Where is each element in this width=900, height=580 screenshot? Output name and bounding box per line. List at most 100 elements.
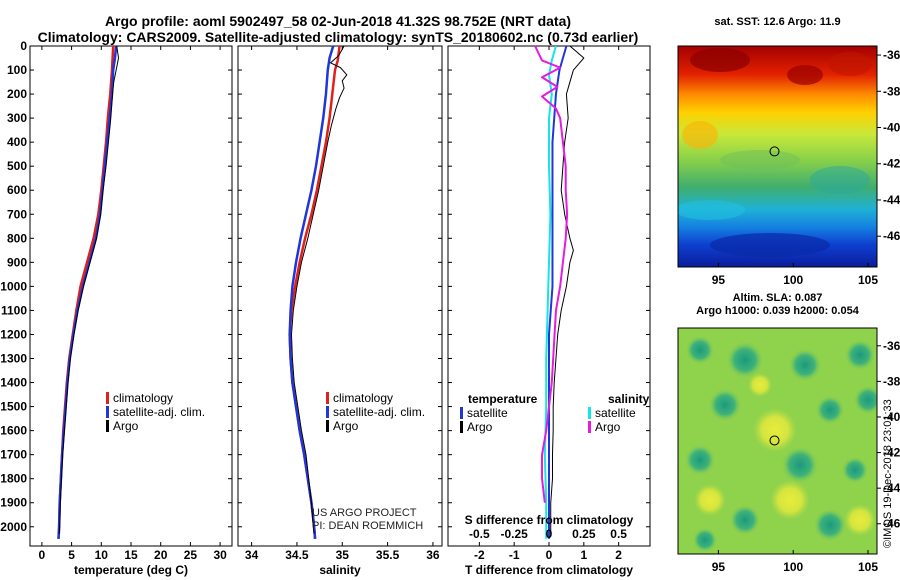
temperature-xtick-label: 30 bbox=[213, 548, 227, 562]
sla-float-marker bbox=[769, 435, 780, 446]
sst-ytick-label: -40 bbox=[883, 121, 900, 135]
sla-map-image bbox=[678, 328, 877, 554]
depth-tick-label: 1000 bbox=[0, 279, 27, 293]
temperature-line-satellite-adj-clim- bbox=[57, 45, 118, 539]
depth-tick-label: 1600 bbox=[0, 424, 27, 438]
salinity-panel: 34 34.5 35 35.5 36 salinity bbox=[237, 45, 443, 577]
difference-legend-left-swatch bbox=[460, 421, 463, 433]
difference-xtick-label: 0 bbox=[546, 548, 553, 562]
imos-credit: ©IMOS 19-Dec-2018 23:01:33 bbox=[882, 399, 894, 548]
depth-tick-label: 1500 bbox=[0, 400, 27, 414]
salinity-xtick-label: 34.5 bbox=[285, 548, 309, 562]
depth-tick-label: 300 bbox=[7, 111, 27, 125]
difference-legend-left-swatch bbox=[460, 407, 463, 419]
sla-xtick-label: 95 bbox=[712, 560, 726, 574]
temperature-line-argo bbox=[58, 45, 120, 535]
temperature-xtick-label: 5 bbox=[68, 548, 75, 562]
sla-map-title: Argo h1000: 0.039 h2000: 0.054 bbox=[696, 305, 860, 317]
temperature-xtick-label: 0 bbox=[39, 548, 46, 562]
difference-legend-left-label: satellite bbox=[467, 406, 508, 420]
difference-xtick-label: 2 bbox=[615, 548, 622, 562]
salinity-legend-label: Argo bbox=[333, 419, 359, 433]
sst-map-frame bbox=[677, 45, 878, 268]
salinity-line-argo bbox=[290, 45, 348, 535]
difference-line-t-argo bbox=[550, 45, 585, 534]
salinity-legend-swatch bbox=[326, 406, 329, 418]
temperature-series-group bbox=[57, 45, 120, 539]
page-title: Argo profile: aoml 5902497_58 02-Jun-201… bbox=[104, 13, 572, 29]
difference-legend-left-title: temperature bbox=[468, 392, 538, 406]
sla-ytick-label: -46 bbox=[883, 517, 900, 531]
sst-ytick-label: -38 bbox=[883, 84, 900, 98]
depth-tick-label: 1900 bbox=[0, 496, 27, 510]
temperature-legend-swatch bbox=[106, 420, 109, 432]
page-subtitle: Climatology: CARS2009. Satellite-adjuste… bbox=[37, 29, 639, 45]
temperature-legend-label: satellite-adj. clim. bbox=[113, 405, 205, 419]
depth-tick-label: 1200 bbox=[0, 327, 27, 341]
sst-map: sat. SST: 12.6 Argo: 11.9 -36 -38 -40 -42 -44… bbox=[677, 16, 900, 287]
depth-tick-label: 0 bbox=[20, 39, 27, 53]
salinity-legend-label: satellite-adj. clim. bbox=[333, 405, 425, 419]
sla-ytick-label: -44 bbox=[883, 481, 900, 495]
depth-tick-label: 1300 bbox=[0, 352, 27, 366]
sst-ytick-label: -44 bbox=[883, 193, 900, 207]
depth-tick-label: 1100 bbox=[1, 303, 27, 317]
salinity-xlabel: salinity bbox=[319, 563, 361, 577]
temperature-legend-label: Argo bbox=[113, 419, 139, 433]
depth-tick-label: 1800 bbox=[0, 472, 27, 486]
sla-ytick-label: -36 bbox=[883, 339, 900, 353]
sst-xtick-label: 100 bbox=[783, 273, 803, 287]
depth-tick-label: 2000 bbox=[0, 520, 27, 534]
sst-ytick-label: -36 bbox=[883, 48, 900, 62]
depth-tick-label: 500 bbox=[7, 159, 27, 173]
difference-legend-left-label: Argo bbox=[467, 420, 493, 434]
depth-tick-label: 700 bbox=[7, 207, 27, 221]
difference-top-xtick-label: 0 bbox=[546, 527, 553, 541]
temperature-xtick-label: 10 bbox=[95, 548, 109, 562]
sla-ytick-label: -42 bbox=[883, 446, 900, 460]
salinity-legend-swatch bbox=[326, 420, 329, 432]
difference-top-xtick-label: 0.25 bbox=[572, 527, 596, 541]
sla-ytick-label: -38 bbox=[883, 374, 900, 388]
difference-panel: -2 -1 0 1 2T difference from climatology bbox=[447, 45, 651, 577]
difference-top-xtick-label: -0.5 bbox=[469, 527, 490, 541]
depth-tick-label: 600 bbox=[7, 183, 27, 197]
sla-xtick-label: 100 bbox=[783, 560, 803, 574]
project-credit: US ARGO PROJECT bbox=[312, 507, 417, 519]
salinity-legend-label: climatology bbox=[333, 391, 393, 405]
sst-ytick-label: -46 bbox=[883, 229, 900, 243]
sst-map-title: sat. SST: 12.6 Argo: 11.9 bbox=[714, 16, 840, 28]
sla-ytick-label: -40 bbox=[883, 410, 900, 424]
temperature-xlabel: temperature (deg C) bbox=[74, 563, 188, 577]
sla-xtick-label: 105 bbox=[858, 560, 878, 574]
depth-tick-label: 200 bbox=[7, 87, 27, 101]
sst-xtick-label: 95 bbox=[712, 273, 726, 287]
sla-map-title: Altim. SLA: 0.087 bbox=[733, 292, 823, 304]
difference-xlabel: T difference from climatology bbox=[465, 563, 633, 577]
difference-legend-right-title: salinity bbox=[608, 392, 650, 406]
salinity-frame bbox=[237, 45, 443, 547]
difference-line-t-satellite bbox=[548, 45, 568, 539]
difference-series-group bbox=[534, 45, 585, 539]
sst-ytick-label: -42 bbox=[883, 157, 900, 171]
depth-tick-label: 1700 bbox=[0, 448, 27, 462]
depth-tick-label: 900 bbox=[7, 255, 27, 269]
difference-line-s-satellite bbox=[543, 45, 557, 539]
difference-top-xtick-label: 0.5 bbox=[610, 527, 627, 541]
difference-line-s-argo bbox=[534, 45, 569, 503]
salinity-legend-swatch bbox=[326, 392, 329, 404]
temperature-xtick-label: 25 bbox=[184, 548, 198, 562]
temperature-panel: 0100200300400500600700800900100011001200… bbox=[0, 39, 233, 577]
sst-xtick-label: 105 bbox=[858, 273, 878, 287]
difference-top-xlabel: S difference from climatology bbox=[465, 513, 634, 527]
temperature-frame bbox=[29, 45, 233, 547]
difference-legend-right-label: Argo bbox=[595, 420, 621, 434]
difference-xtick-label: 1 bbox=[580, 548, 587, 562]
salinity-xtick-label: 35 bbox=[336, 548, 350, 562]
salinity-series-group bbox=[288, 45, 348, 539]
depth-tick-label: 400 bbox=[7, 135, 27, 149]
sla-map-frame bbox=[677, 327, 878, 555]
depth-tick-label: 1400 bbox=[0, 376, 27, 390]
difference-top-xtick-label: -0.25 bbox=[500, 527, 528, 541]
